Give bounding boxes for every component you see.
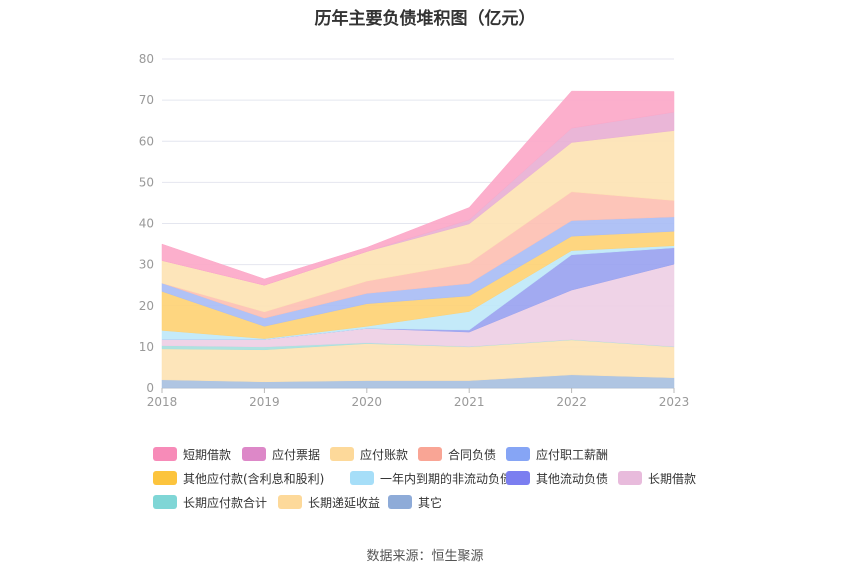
legend-item[interactable]: 应付账款 [330, 446, 408, 462]
legend-swatch [242, 447, 266, 461]
legend-label: 长期应付款合计 [183, 495, 268, 510]
legend-swatch [618, 471, 642, 485]
legend-label: 长期借款 [648, 471, 697, 486]
legend-label: 一年内到期的非流动负债 [380, 471, 513, 486]
y-tick-label: 10 [139, 340, 154, 354]
y-tick-label: 20 [139, 299, 154, 313]
legend-label: 应付票据 [272, 447, 321, 462]
legend-item[interactable]: 长期应付款合计 [153, 494, 267, 510]
legend-label: 应付账款 [360, 447, 409, 462]
y-tick-label: 30 [139, 258, 154, 272]
legend-swatch [506, 447, 530, 461]
legend-swatch [153, 447, 177, 461]
legend-label: 长期递延收益 [308, 495, 381, 510]
area-series[interactable] [161, 90, 675, 286]
legend-label: 合同负债 [448, 447, 497, 462]
legend-label: 短期借款 [183, 447, 232, 462]
legend-item[interactable]: 其他应付款(含利息和股利) [153, 470, 324, 486]
stacked-area-chart: 0 10 20 30 40 50 60 70 80 2018 2019 2020 2021 2022 202… [139, 52, 690, 409]
y-tick-label: 50 [139, 175, 154, 189]
legend-item[interactable]: 其它 [388, 494, 442, 510]
legend-swatch [350, 471, 374, 485]
chart-title: 历年主要负债堆积图（亿元） [314, 9, 536, 29]
legend-swatch [153, 471, 177, 485]
y-tick-label: 40 [139, 217, 154, 231]
legend-swatch [330, 447, 354, 461]
legend-swatch [418, 447, 442, 461]
legend-item[interactable]: 其他流动负债 [506, 470, 608, 486]
x-tick-label: 2018 [147, 395, 178, 409]
legend-swatch [388, 495, 412, 509]
legend-label: 其他应付款(含利息和股利) [183, 471, 325, 486]
x-tick-label: 2021 [454, 395, 485, 409]
x-tick-label: 2019 [249, 395, 280, 409]
legend-swatch [153, 495, 177, 509]
legend-item[interactable]: 长期借款 [618, 470, 696, 486]
legend-label: 其他流动负债 [536, 471, 609, 486]
x-tick-label: 2022 [556, 395, 587, 409]
legend-swatch [506, 471, 530, 485]
legend-item[interactable]: 短期借款 [153, 446, 231, 462]
y-tick-label: 70 [139, 93, 154, 107]
y-tick-label: 0 [146, 381, 154, 395]
legend-item[interactable]: 长期递延收益 [278, 494, 380, 510]
y-tick-label: 60 [139, 134, 154, 148]
legend-item[interactable]: 应付票据 [242, 446, 320, 462]
legend-item[interactable]: 合同负债 [418, 446, 496, 462]
axes: 0 10 20 30 40 50 60 70 80 2018 2019 2020 2021 2022 202… [139, 52, 690, 409]
area-series-group [161, 90, 675, 389]
legend-label: 应付职工薪酬 [536, 447, 609, 462]
legend-item[interactable]: 一年内到期的非流动负债 [350, 470, 512, 486]
y-tick-label: 80 [139, 52, 154, 66]
legend-item[interactable]: 应付职工薪酬 [506, 446, 608, 462]
legend-swatch [278, 495, 302, 509]
data-source-note: 数据来源：恒生聚源 [366, 549, 484, 564]
x-tick-label: 2023 [659, 395, 690, 409]
legend-label: 其它 [418, 495, 443, 510]
x-tick-label: 2020 [352, 395, 383, 409]
